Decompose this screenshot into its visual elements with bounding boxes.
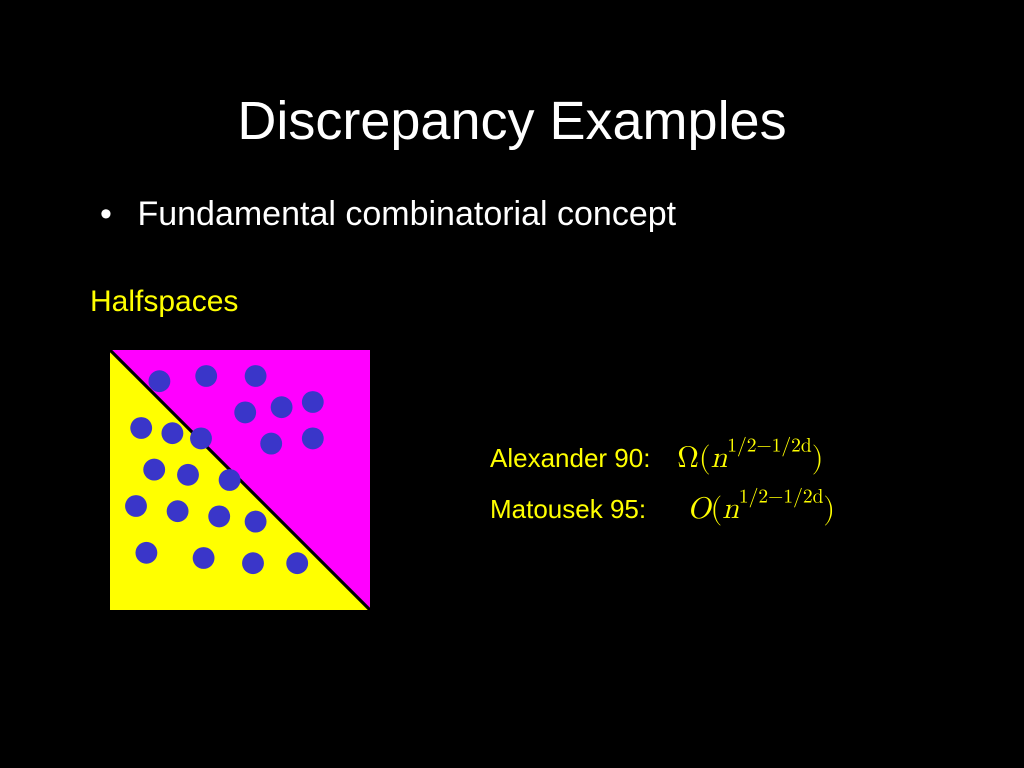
bullet-text: Fundamental combinatorial concept [137,195,676,233]
reference-matousek: Matousek 95: O(n1/2−1/2d) [490,486,835,533]
figure-point [135,542,157,564]
reference-formula: O(n1/2−1/2d) [677,494,835,524]
reference-alexander: Alexander 90: Ω(n1/2−1/2d) [490,435,835,482]
figure-point [271,396,293,418]
figure-point [143,459,165,481]
figure-point [148,370,170,392]
figure-point [286,552,308,574]
figure-point [193,547,215,569]
slide: Discrepancy Examples • Fundamental combi… [0,0,1024,768]
figure-point [190,427,212,449]
figure-point [161,422,183,444]
figure-point [260,433,282,455]
figure-point [177,464,199,486]
figure-point [208,505,230,527]
figure-point [130,417,152,439]
figure-point [245,365,267,387]
figure-point [302,427,324,449]
halfspace-svg [110,350,370,610]
bullet-marker: • [100,195,128,234]
figure-point [245,511,267,533]
references: Alexander 90: Ω(n1/2−1/2d) Matousek 95: … [490,435,835,536]
reference-label: Matousek 95: [490,489,670,529]
slide-title: Discrepancy Examples [0,90,1024,152]
halfspace-figure [110,350,370,610]
figure-point [234,401,256,423]
reference-formula: Ω(n1/2−1/2d) [677,443,823,473]
figure-point [167,500,189,522]
subheading-halfspaces: Halfspaces [90,285,238,319]
figure-point [302,391,324,413]
figure-point [195,365,217,387]
reference-label: Alexander 90: [490,438,670,478]
figure-point [242,552,264,574]
figure-point [219,469,241,491]
figure-point [125,495,147,517]
bullet-item: • Fundamental combinatorial concept [100,195,676,234]
